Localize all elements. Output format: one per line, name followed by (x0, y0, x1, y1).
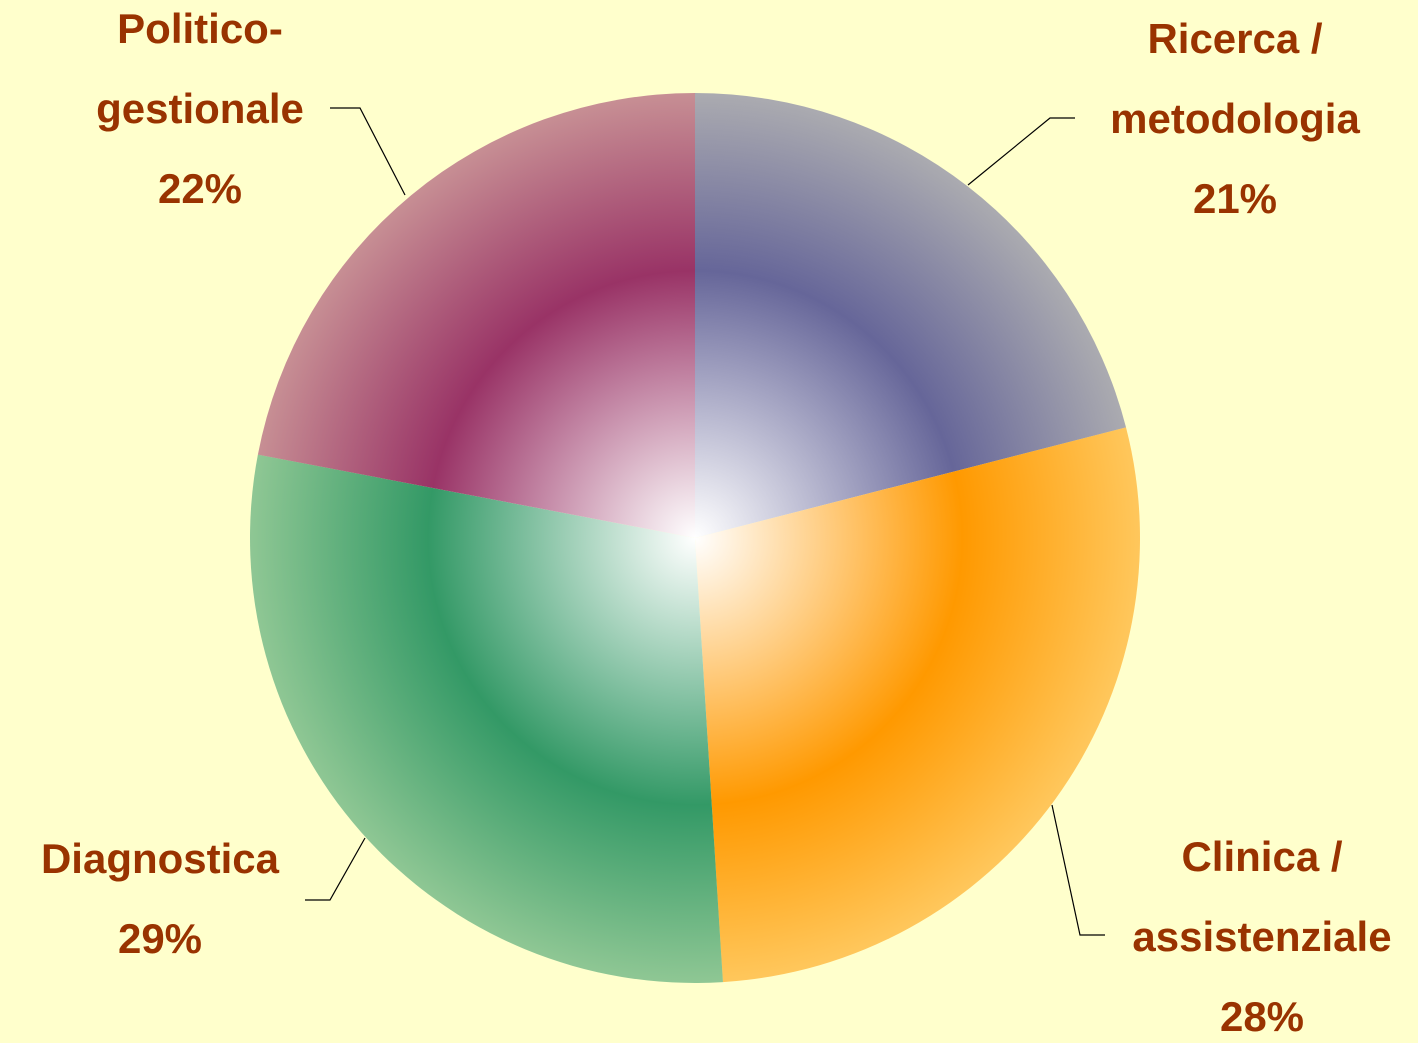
slice-label: Clinica / (1181, 833, 1342, 880)
pie-slice (257, 93, 695, 538)
slice-label: Ricerca / (1147, 15, 1322, 62)
value-label: 29% (118, 915, 202, 962)
pie-slice (695, 93, 1127, 538)
slice-label: gestionale (96, 85, 304, 132)
pie-slice (695, 427, 1140, 983)
slice-label: Diagnostica (41, 835, 280, 882)
leader-line (330, 107, 406, 196)
value-label: 28% (1220, 993, 1304, 1040)
slice-label: assistenziale (1132, 913, 1391, 960)
slice-label: metodologia (1110, 95, 1360, 142)
leader-line (967, 117, 1075, 186)
leader-line (305, 837, 366, 901)
value-label: 22% (158, 165, 242, 212)
value-label: 21% (1193, 175, 1277, 222)
slice-label: Politico- (117, 5, 283, 52)
pie-slice (250, 454, 723, 983)
leader-line (1051, 804, 1105, 936)
